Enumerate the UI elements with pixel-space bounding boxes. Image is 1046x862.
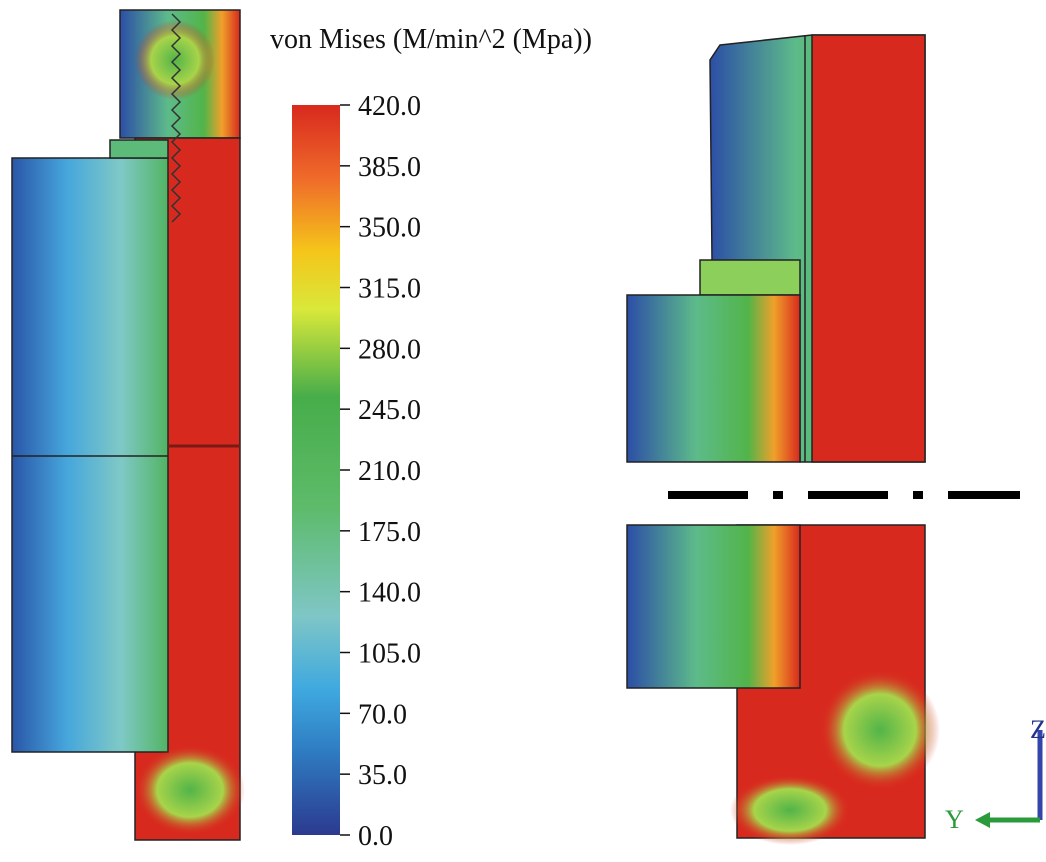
colorbar-tick-label: 385.0 <box>358 152 421 183</box>
colorbar-tick-label: 140.0 <box>358 578 421 609</box>
colorbar-tick-label: 70.0 <box>358 699 407 730</box>
legend-title: von Mises (M/min^2 (Mpa)) <box>270 24 592 55</box>
thread <box>170 13 182 223</box>
colorbar-tick-label: 420.0 <box>358 91 421 122</box>
axis-label-z: Z <box>1030 715 1046 744</box>
axis-label-y: Y <box>945 805 964 834</box>
colorbar-tick-label: 0.0 <box>358 821 393 852</box>
colorbar <box>292 105 340 835</box>
colorbar-tick-label: 35.0 <box>358 760 407 791</box>
axes-triad: Y Z <box>945 715 1046 834</box>
colorbar-tick-label: 245.0 <box>358 395 421 426</box>
colorbar-tick-label: 280.0 <box>358 334 421 365</box>
colorbar-tick-label: 175.0 <box>358 517 421 548</box>
colorbar-tick-label: 105.0 <box>358 639 421 670</box>
colorbar-tick-label: 350.0 <box>358 213 421 244</box>
colorbar-tick-label: 315.0 <box>358 274 421 305</box>
left-model <box>11 9 245 841</box>
colorbar-tick-label: 210.0 <box>358 456 421 487</box>
colorbar-ticks: 420.0 385.0 350.0 315.0 280.0 245.0 210.0 175.0… <box>340 91 421 852</box>
right-model <box>626 34 940 845</box>
